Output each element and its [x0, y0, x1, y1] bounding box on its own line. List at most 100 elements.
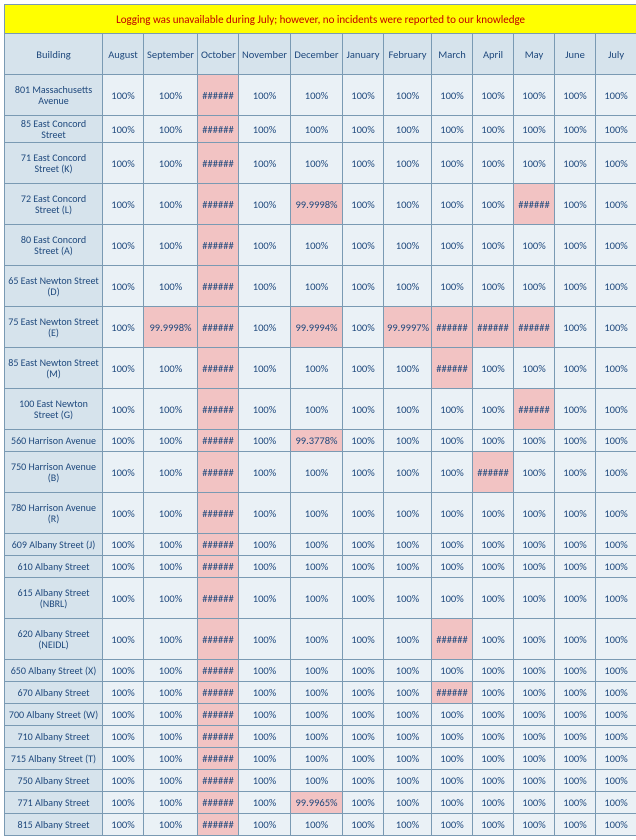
uptime-cell: 100%	[291, 726, 343, 748]
building-name: 615 Albany Street (NBRL)	[5, 578, 103, 619]
uptime-cell: 100%	[473, 143, 514, 184]
uptime-cell: 100%	[596, 116, 636, 143]
building-name: 670 Albany Street	[5, 682, 103, 704]
uptime-cell: 100%	[384, 534, 432, 556]
col-header-month: September	[144, 34, 198, 75]
uptime-cell: 100%	[103, 452, 144, 493]
uptime-cell: 100%	[103, 534, 144, 556]
uptime-cell: 100%	[239, 704, 291, 726]
uptime-cell: 100%	[291, 266, 343, 307]
uptime-cell: 100%	[432, 225, 473, 266]
uptime-cell: 100%	[514, 266, 555, 307]
uptime-cell: 100%	[596, 770, 636, 792]
col-header-month: December	[291, 34, 343, 75]
banner-message: Logging was unavailable during July; how…	[5, 5, 636, 34]
uptime-cell: 100%	[239, 143, 291, 184]
uptime-cell: 100%	[473, 619, 514, 660]
uptime-cell: 100%	[514, 556, 555, 578]
uptime-cell: 100%	[144, 814, 198, 836]
uptime-cell: 100%	[514, 116, 555, 143]
uptime-cell: 100%	[144, 225, 198, 266]
uptime-cell: 100%	[343, 225, 384, 266]
uptime-cell: ######	[198, 682, 239, 704]
uptime-cell: 100%	[473, 556, 514, 578]
uptime-cell: 100%	[103, 792, 144, 814]
uptime-cell: 100%	[555, 143, 596, 184]
uptime-cell: 100%	[514, 75, 555, 116]
uptime-cell: 99.9994%	[291, 307, 343, 348]
uptime-cell: 100%	[291, 619, 343, 660]
uptime-cell: 100%	[343, 493, 384, 534]
uptime-cell: 100%	[555, 556, 596, 578]
uptime-cell: 100%	[555, 389, 596, 430]
uptime-cell: 100%	[103, 660, 144, 682]
uptime-cell: 100%	[103, 307, 144, 348]
uptime-cell: 100%	[291, 814, 343, 836]
uptime-cell: 100%	[291, 75, 343, 116]
uptime-cell: 100%	[473, 430, 514, 452]
uptime-cell: 100%	[432, 430, 473, 452]
uptime-cell: 100%	[514, 430, 555, 452]
uptime-cell: 100%	[596, 578, 636, 619]
building-name: 560 Harrison Avenue	[5, 430, 103, 452]
uptime-cell: ######	[198, 348, 239, 389]
uptime-cell: 100%	[144, 430, 198, 452]
uptime-cell: 100%	[432, 75, 473, 116]
uptime-cell: 100%	[514, 143, 555, 184]
uptime-cell: 100%	[555, 184, 596, 225]
uptime-cell: 100%	[103, 704, 144, 726]
uptime-cell: 100%	[432, 116, 473, 143]
uptime-cell: 100%	[239, 493, 291, 534]
uptime-cell: 100%	[343, 660, 384, 682]
uptime-cell: ######	[198, 814, 239, 836]
uptime-cell: 100%	[555, 266, 596, 307]
building-name: 80 East Concord Street (A)	[5, 225, 103, 266]
uptime-cell: 100%	[596, 493, 636, 534]
uptime-cell: 100%	[239, 452, 291, 493]
uptime-cell: 100%	[384, 619, 432, 660]
uptime-cell: 100%	[514, 814, 555, 836]
uptime-cell: 100%	[473, 534, 514, 556]
uptime-cell: 100%	[596, 682, 636, 704]
uptime-cell: ######	[198, 578, 239, 619]
uptime-cell: 100%	[432, 493, 473, 534]
uptime-cell: 100%	[432, 389, 473, 430]
uptime-cell: 100%	[103, 493, 144, 534]
building-name: 100 East Newton Street (G)	[5, 389, 103, 430]
uptime-cell: 100%	[432, 266, 473, 307]
uptime-cell: 100%	[239, 348, 291, 389]
uptime-cell: 100%	[514, 770, 555, 792]
uptime-cell: 100%	[473, 682, 514, 704]
uptime-cell: 100%	[239, 75, 291, 116]
uptime-cell: 100%	[343, 556, 384, 578]
uptime-cell: 100%	[596, 534, 636, 556]
uptime-cell: 100%	[473, 660, 514, 682]
col-header-month: June	[555, 34, 596, 75]
uptime-cell: 100%	[144, 184, 198, 225]
uptime-cell: 100%	[384, 792, 432, 814]
uptime-cell: 100%	[343, 452, 384, 493]
uptime-cell: 100%	[384, 116, 432, 143]
uptime-cell: 100%	[239, 556, 291, 578]
uptime-cell: 100%	[343, 704, 384, 726]
uptime-cell: 100%	[473, 814, 514, 836]
uptime-cell: 100%	[144, 266, 198, 307]
uptime-cell: 100%	[514, 578, 555, 619]
uptime-cell: 100%	[555, 534, 596, 556]
uptime-cell: 100%	[384, 143, 432, 184]
uptime-cell: ######	[198, 116, 239, 143]
uptime-cell: 100%	[473, 225, 514, 266]
uptime-cell: 100%	[514, 493, 555, 534]
uptime-cell: 100%	[343, 770, 384, 792]
uptime-cell: 100%	[291, 748, 343, 770]
uptime-cell: 100%	[103, 116, 144, 143]
uptime-cell: ######	[198, 266, 239, 307]
uptime-cell: 100%	[103, 578, 144, 619]
uptime-cell: ######	[514, 184, 555, 225]
uptime-cell: 100%	[103, 184, 144, 225]
uptime-cell: 100%	[144, 682, 198, 704]
uptime-cell: ######	[198, 792, 239, 814]
uptime-cell: 100%	[555, 307, 596, 348]
uptime-cell: 100%	[291, 225, 343, 266]
uptime-cell: 100%	[343, 792, 384, 814]
